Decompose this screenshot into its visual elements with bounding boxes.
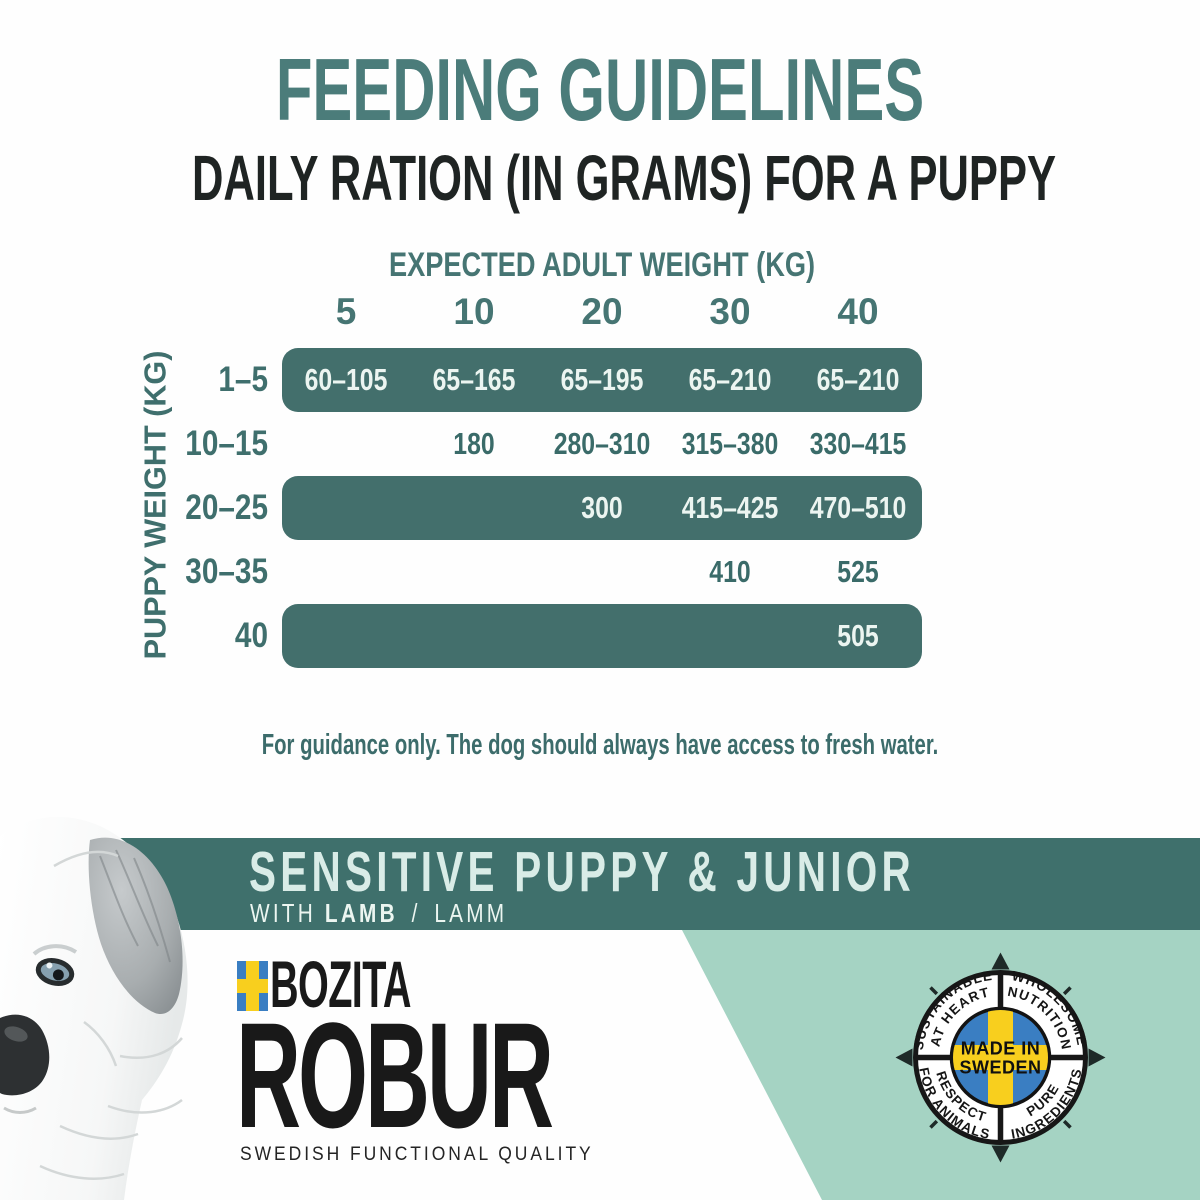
compass-tick-marks — [929, 986, 1072, 1129]
puppy-photo — [0, 816, 188, 1200]
table-cell: 65–210 — [816, 362, 900, 397]
table-cell: 300 — [581, 490, 623, 525]
table-cell: 315–380 — [681, 426, 779, 461]
column-headers: 5 10 20 30 40 — [282, 290, 922, 334]
column-axis-title: EXPECTED ADULT WEIGHT (KG) — [388, 246, 816, 284]
puppy-mouth — [3, 1106, 37, 1114]
table-cell: 65–165 — [432, 362, 516, 397]
puppy-eye — [35, 958, 75, 986]
svg-text:SWEDEN: SWEDEN — [959, 1058, 1041, 1078]
nose-highlight — [4, 1026, 28, 1042]
column-header: 5 — [335, 291, 357, 332]
made-in-sweden-badge: SUSTAINABLE AT HEART WHOLESOME NUTRITION… — [895, 952, 1106, 1163]
column-header: 30 — [709, 291, 751, 332]
page-title: FEEDING GUIDELINES — [275, 40, 925, 139]
table-cell: 415–425 — [681, 490, 779, 525]
table-cell: 330–415 — [809, 426, 907, 461]
compass-arrow-icons — [895, 952, 1106, 1163]
row-label: 40 — [234, 616, 268, 655]
ear-fur-strokes — [99, 849, 171, 963]
column-header: 40 — [837, 291, 879, 332]
table-cell: 60–105 — [304, 362, 388, 397]
table-row: 300 415–425 470–510 — [282, 476, 922, 540]
table-cell: 470–510 — [809, 490, 907, 525]
flavor-line: WITH LAMB / LAMM — [250, 900, 507, 926]
guidance-note: For guidance only. The dog should always… — [261, 729, 939, 761]
table-cell: 65–210 — [688, 362, 772, 397]
table-cell: 180 — [453, 426, 495, 461]
brand-tagline: SWEDISH FUNCTIONAL QUALITY — [240, 1144, 594, 1165]
table-row: 180 280–310 315–380 330–415 — [282, 412, 922, 476]
table-cell: 280–310 — [553, 426, 651, 461]
table-cell: 65–195 — [560, 362, 644, 397]
brand-name: BOZITA — [270, 947, 411, 1021]
row-label: 10–15 — [185, 424, 268, 463]
column-header: 10 — [453, 291, 495, 332]
brand-product-line: ROBUR — [236, 991, 554, 1159]
product-banner: SENSITIVE PUPPY & JUNIOR WITH LAMB / LAM… — [97, 838, 1200, 930]
row-label: 1–5 — [218, 360, 268, 399]
table-cell: 410 — [709, 554, 751, 589]
puppy-ear — [88, 837, 183, 1015]
puppy-brow — [32, 944, 78, 956]
table-row: 60–105 65–165 65–195 65–210 65–210 — [282, 348, 922, 412]
table-cell: 505 — [837, 618, 879, 653]
with-prefix: WITH — [250, 898, 316, 928]
svg-text:MADE IN: MADE IN — [961, 1039, 1041, 1059]
row-label: 30–35 — [185, 552, 268, 591]
swedish-flag-icon — [237, 961, 268, 1011]
table-row: 410 525 — [282, 540, 922, 604]
table-cell: 525 — [837, 554, 879, 589]
flavor-separator: / — [411, 898, 421, 928]
flavor-sv: LAMM — [434, 898, 508, 928]
page-subtitle: DAILY RATION (IN GRAMS) FOR A PUPPY — [192, 142, 1057, 214]
fur-strokes — [39, 850, 183, 1180]
flavor-en: LAMB — [324, 898, 398, 928]
badge-flag-cross — [953, 1010, 1048, 1105]
table-row: 505 — [282, 604, 922, 668]
column-header: 20 — [581, 291, 623, 332]
row-label: 20–25 — [185, 488, 268, 527]
flag-cross-vertical — [246, 961, 259, 1011]
product-name: SENSITIVE PUPPY & JUNIOR — [249, 840, 915, 904]
